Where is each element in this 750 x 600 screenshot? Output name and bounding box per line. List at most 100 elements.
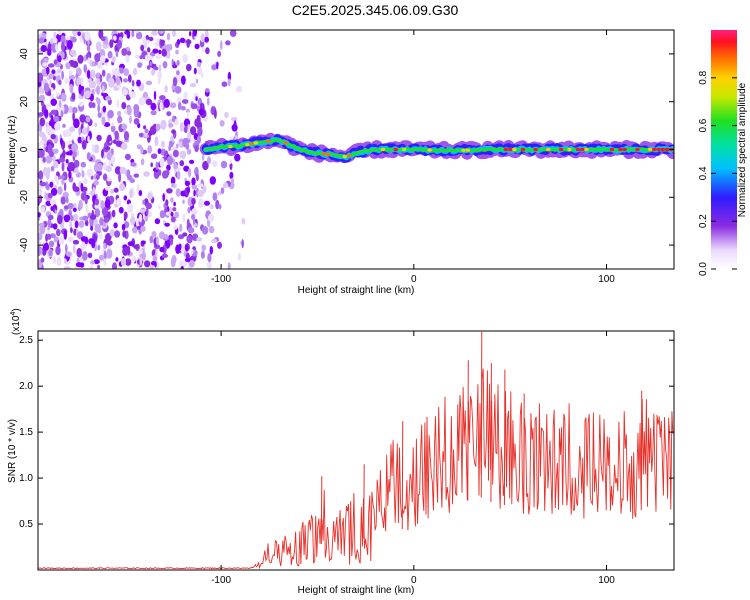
spectrogram-noise-blob	[221, 81, 228, 87]
spectrogram-noise-blob	[102, 105, 107, 113]
spectrogram-noise-blob	[144, 128, 149, 134]
spectrogram-noise-blob	[55, 43, 59, 52]
spectrogram-noise-blob	[158, 204, 161, 210]
spectrogram-noise-blob	[170, 197, 174, 203]
spectrogram-noise-blob	[186, 235, 193, 244]
spectrogram-noise-blob	[227, 78, 231, 87]
spectrogram-noise-blob	[151, 30, 159, 36]
spectrogram-noise-blob	[176, 97, 182, 103]
spectrogram-y-tick-label: 0	[19, 146, 30, 152]
spectrogram-noise-blob	[197, 66, 203, 76]
spectrogram-noise-blob	[138, 96, 146, 106]
spectrogram-noise-blob	[140, 44, 145, 52]
spectrogram-noise-blob	[149, 125, 157, 135]
spectrogram-noise-blob	[118, 172, 122, 183]
spectrogram-noise-blob	[183, 125, 188, 134]
spectrogram-noise-blob	[186, 186, 191, 194]
spectrogram-noise-blob	[57, 256, 62, 266]
spectrogram-noise-blob	[61, 92, 67, 103]
spectrogram-noise-blob	[182, 213, 186, 223]
spectrogram-noise-blob	[168, 206, 173, 213]
spectrogram-hotspot	[503, 147, 509, 152]
spectrogram-noise-blob	[62, 129, 68, 138]
spectrogram-noise-blob	[105, 165, 112, 173]
spectrogram-noise-blob	[77, 54, 84, 64]
spectrogram-hotspot	[283, 141, 288, 145]
spectrogram-noise-blob	[52, 223, 58, 230]
spectrogram-noise-blob	[161, 48, 168, 57]
spectrogram-noise-blob	[93, 259, 100, 265]
spectrogram-noise-blob	[185, 108, 190, 113]
spectrogram-noise-blob	[64, 258, 67, 265]
spectrogram-noise-blob	[125, 258, 132, 266]
spectrogram-noise-blob	[50, 165, 55, 172]
spectrogram-noise-blob	[90, 214, 97, 220]
spectrogram-hotspot	[245, 143, 250, 147]
spectrogram-noise-blob	[220, 187, 225, 195]
spectrogram-noise-blob	[171, 183, 175, 188]
spectrogram-noise-blob	[38, 124, 41, 130]
spectrogram-noise-blob	[114, 230, 121, 238]
spectrogram-noise-blob	[180, 105, 186, 111]
snr-y-tick-label: 1.0	[19, 473, 33, 484]
spectrogram-noise-blob	[95, 97, 99, 102]
spectrogram-noise-blob	[144, 37, 147, 47]
spectrogram-noise-blob	[100, 200, 105, 210]
spectrogram-noise-blob	[50, 133, 56, 140]
spectrogram-noise-blob	[135, 54, 140, 59]
spectrogram-noise-blob	[177, 234, 185, 240]
spectrogram-noise-blob	[54, 122, 61, 131]
spectrogram-noise-blob	[96, 134, 102, 142]
spectrogram-noise-blob	[38, 112, 44, 117]
spectrogram-noise-blob	[162, 244, 167, 255]
spectrogram-noise-blob	[170, 146, 177, 151]
snr-peak	[480, 331, 483, 498]
spectrogram-noise-blob	[39, 140, 45, 146]
spectrogram-noise-blob	[186, 218, 190, 228]
spectrogram-noise-blob	[181, 75, 186, 85]
spectrogram-noise-blob	[162, 61, 168, 69]
spectrogram-noise-blob	[90, 260, 95, 265]
spectrogram-noise-blob	[116, 98, 120, 108]
spectrogram-noise-blob	[52, 37, 58, 44]
spectrogram-noise-blob	[159, 101, 164, 111]
spectrogram-noise-blob	[38, 249, 41, 257]
spectrogram-noise-blob	[230, 177, 234, 185]
spectrogram-noise-blob	[140, 158, 145, 166]
spectrogram-noise-blob	[155, 249, 158, 257]
spectrogram-noise-blob	[75, 262, 83, 268]
spectrogram-noise-blob	[179, 37, 186, 43]
spectrogram-noise-blob	[126, 32, 131, 39]
spectrogram-noise-blob	[200, 33, 205, 43]
spectrogram-hotspot	[249, 142, 254, 146]
spectrogram-noise-blob	[173, 225, 178, 230]
spectrogram-noise-blob	[42, 243, 50, 251]
spectrogram-noise-blob	[101, 69, 106, 77]
spectrogram-noise-blob	[172, 30, 176, 38]
spectrogram-noise-blob	[99, 74, 103, 83]
spectrogram-noise-blob	[146, 65, 151, 70]
spectrogram-noise-blob	[230, 116, 238, 122]
spectrogram-hotspot	[427, 148, 432, 152]
spectrogram-noise-blob	[50, 206, 54, 211]
spectrogram-noise-blob	[186, 63, 192, 72]
snr-y-tick-label: 0.5	[19, 519, 33, 530]
spectrogram-noise-blob	[229, 30, 237, 37]
spectrogram-noise-blob	[161, 140, 165, 148]
snr-peak	[490, 363, 492, 502]
spectrogram-hotspot	[465, 148, 470, 152]
spectrogram-noise-blob	[77, 31, 81, 37]
spectrogram-noise-blob	[48, 240, 55, 247]
spectrogram-noise-blob	[136, 79, 141, 87]
spectrogram-noise-blob	[201, 244, 206, 252]
spectrogram-noise-blob	[114, 166, 122, 175]
spectrogram-noise-blob	[77, 136, 82, 144]
spectrogram-noise-blob	[114, 130, 119, 140]
spectrogram-noise-blob	[104, 146, 111, 151]
spectrogram-noise-blob	[174, 86, 182, 94]
spectrogram-noise-blob	[137, 62, 143, 68]
spectrogram-noise-blob	[103, 242, 107, 250]
spectrogram-noise-blob	[130, 212, 135, 217]
spectrogram-noise-blob	[142, 199, 146, 205]
spectrogram-noise-blob	[118, 206, 124, 214]
